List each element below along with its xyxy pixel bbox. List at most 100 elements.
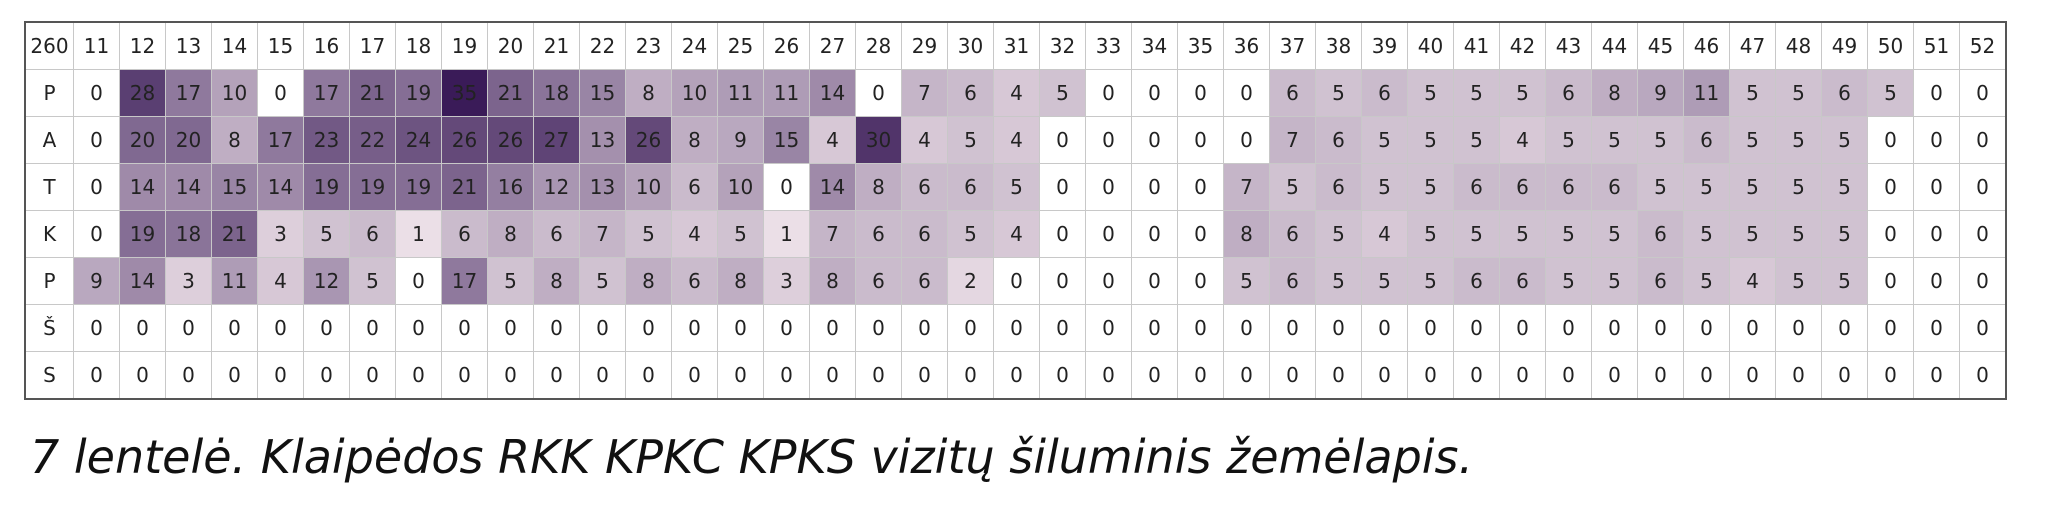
heat-cell: 0 — [1545, 351, 1592, 400]
heat-cell: 0 — [1177, 163, 1224, 211]
heat-cell: 0 — [901, 351, 948, 400]
heat-cell: 5 — [1591, 257, 1638, 305]
heat-cell: 0 — [303, 351, 350, 400]
heat-cell: 0 — [717, 304, 764, 352]
heat-cell: 19 — [119, 210, 166, 258]
heat-cell: 0 — [625, 304, 672, 352]
heat-cell: 7 — [901, 69, 948, 117]
heat-cell: 2 — [947, 257, 994, 305]
heat-cell: 5 — [1407, 69, 1454, 117]
heat-cell: 11 — [1683, 69, 1730, 117]
heat-cell: 6 — [1637, 210, 1684, 258]
column-header: 45 — [1637, 21, 1684, 70]
heat-cell: 0 — [1867, 257, 1914, 305]
heat-cell: 20 — [165, 116, 212, 164]
heat-cell: 4 — [1361, 210, 1408, 258]
heat-cell: 0 — [1085, 304, 1132, 352]
heat-cell: 0 — [1913, 257, 1960, 305]
column-header: 15 — [257, 21, 304, 70]
heat-cell: 21 — [211, 210, 258, 258]
heat-cell: 0 — [1913, 304, 1960, 352]
heat-cell: 0 — [1407, 304, 1454, 352]
heat-cell: 0 — [1775, 304, 1822, 352]
heat-cell: 0 — [1913, 69, 1960, 117]
heat-cell: 0 — [257, 304, 304, 352]
column-header: 11 — [73, 21, 120, 70]
column-header: 37 — [1269, 21, 1316, 70]
column-header: 26 — [763, 21, 810, 70]
heat-cell: 0 — [763, 163, 810, 211]
heat-cell: 0 — [1407, 351, 1454, 400]
heatmap-table-wrap: 260 11 12 13 14 15 16 17 18 19 20 21 22 23 24 25 26 27 28 2… — [24, 21, 2007, 400]
heat-cell: 0 — [1591, 304, 1638, 352]
column-header: 42 — [1499, 21, 1546, 70]
heat-cell: 0 — [1959, 351, 2007, 400]
heat-cell: 5 — [579, 257, 626, 305]
heat-cell: 30 — [855, 116, 902, 164]
caption: 7 lentelė. Klaipėdos RKK KPKC KPKS vizit… — [30, 430, 1474, 484]
heat-cell: 0 — [1177, 351, 1224, 400]
heat-cell: 0 — [1223, 69, 1270, 117]
column-header: 19 — [441, 21, 488, 70]
heat-cell: 0 — [993, 351, 1040, 400]
column-header: 18 — [395, 21, 442, 70]
heat-cell: 5 — [993, 163, 1040, 211]
heat-cell: 5 — [1453, 210, 1500, 258]
heat-cell: 0 — [1913, 210, 1960, 258]
heat-cell: 6 — [1591, 163, 1638, 211]
heat-cell: 8 — [533, 257, 580, 305]
heat-cell: 0 — [1039, 304, 1086, 352]
heat-cell: 0 — [1177, 116, 1224, 164]
column-header: 33 — [1085, 21, 1132, 70]
heat-cell: 5 — [1775, 69, 1822, 117]
heat-cell: 0 — [855, 351, 902, 400]
heat-cell: 0 — [1637, 351, 1684, 400]
heat-cell: 5 — [1821, 257, 1868, 305]
heat-cell: 8 — [625, 257, 672, 305]
heat-cell: 6 — [1315, 163, 1362, 211]
corner-cell: 260 — [24, 21, 74, 70]
heat-cell: 6 — [901, 163, 948, 211]
heat-cell: 5 — [1361, 163, 1408, 211]
heat-cell: 0 — [395, 351, 442, 400]
heat-cell: 0 — [1913, 163, 1960, 211]
heat-cell: 0 — [625, 351, 672, 400]
heat-cell: 8 — [487, 210, 534, 258]
heat-cell: 5 — [1729, 210, 1776, 258]
heat-cell: 6 — [1545, 69, 1592, 117]
heat-cell: 5 — [1407, 257, 1454, 305]
heat-cell: 6 — [1269, 69, 1316, 117]
column-header: 48 — [1775, 21, 1822, 70]
heat-cell: 0 — [1131, 210, 1178, 258]
column-header: 30 — [947, 21, 994, 70]
heat-cell: 0 — [73, 116, 120, 164]
heat-cell: 6 — [1821, 69, 1868, 117]
heat-cell: 5 — [947, 210, 994, 258]
heat-cell: 6 — [1545, 163, 1592, 211]
heat-cell: 5 — [1499, 210, 1546, 258]
heat-cell: 14 — [119, 163, 166, 211]
column-header: 44 — [1591, 21, 1638, 70]
heat-cell: 15 — [211, 163, 258, 211]
heat-cell: 0 — [855, 304, 902, 352]
heat-cell: 0 — [1545, 304, 1592, 352]
heat-cell: 6 — [533, 210, 580, 258]
heat-cell: 6 — [1683, 116, 1730, 164]
column-header: 46 — [1683, 21, 1730, 70]
heat-cell: 0 — [1453, 304, 1500, 352]
heat-cell: 9 — [73, 257, 120, 305]
heat-cell: 0 — [1361, 351, 1408, 400]
heat-cell: 4 — [671, 210, 718, 258]
heat-cell: 22 — [349, 116, 396, 164]
heat-cell: 12 — [303, 257, 350, 305]
column-header: 39 — [1361, 21, 1408, 70]
column-header: 51 — [1913, 21, 1960, 70]
column-header: 25 — [717, 21, 764, 70]
heat-cell: 17 — [257, 116, 304, 164]
heat-cell: 14 — [809, 69, 856, 117]
heat-cell: 0 — [73, 69, 120, 117]
heat-cell: 0 — [763, 304, 810, 352]
heat-cell: 0 — [441, 304, 488, 352]
heat-cell: 0 — [1131, 69, 1178, 117]
